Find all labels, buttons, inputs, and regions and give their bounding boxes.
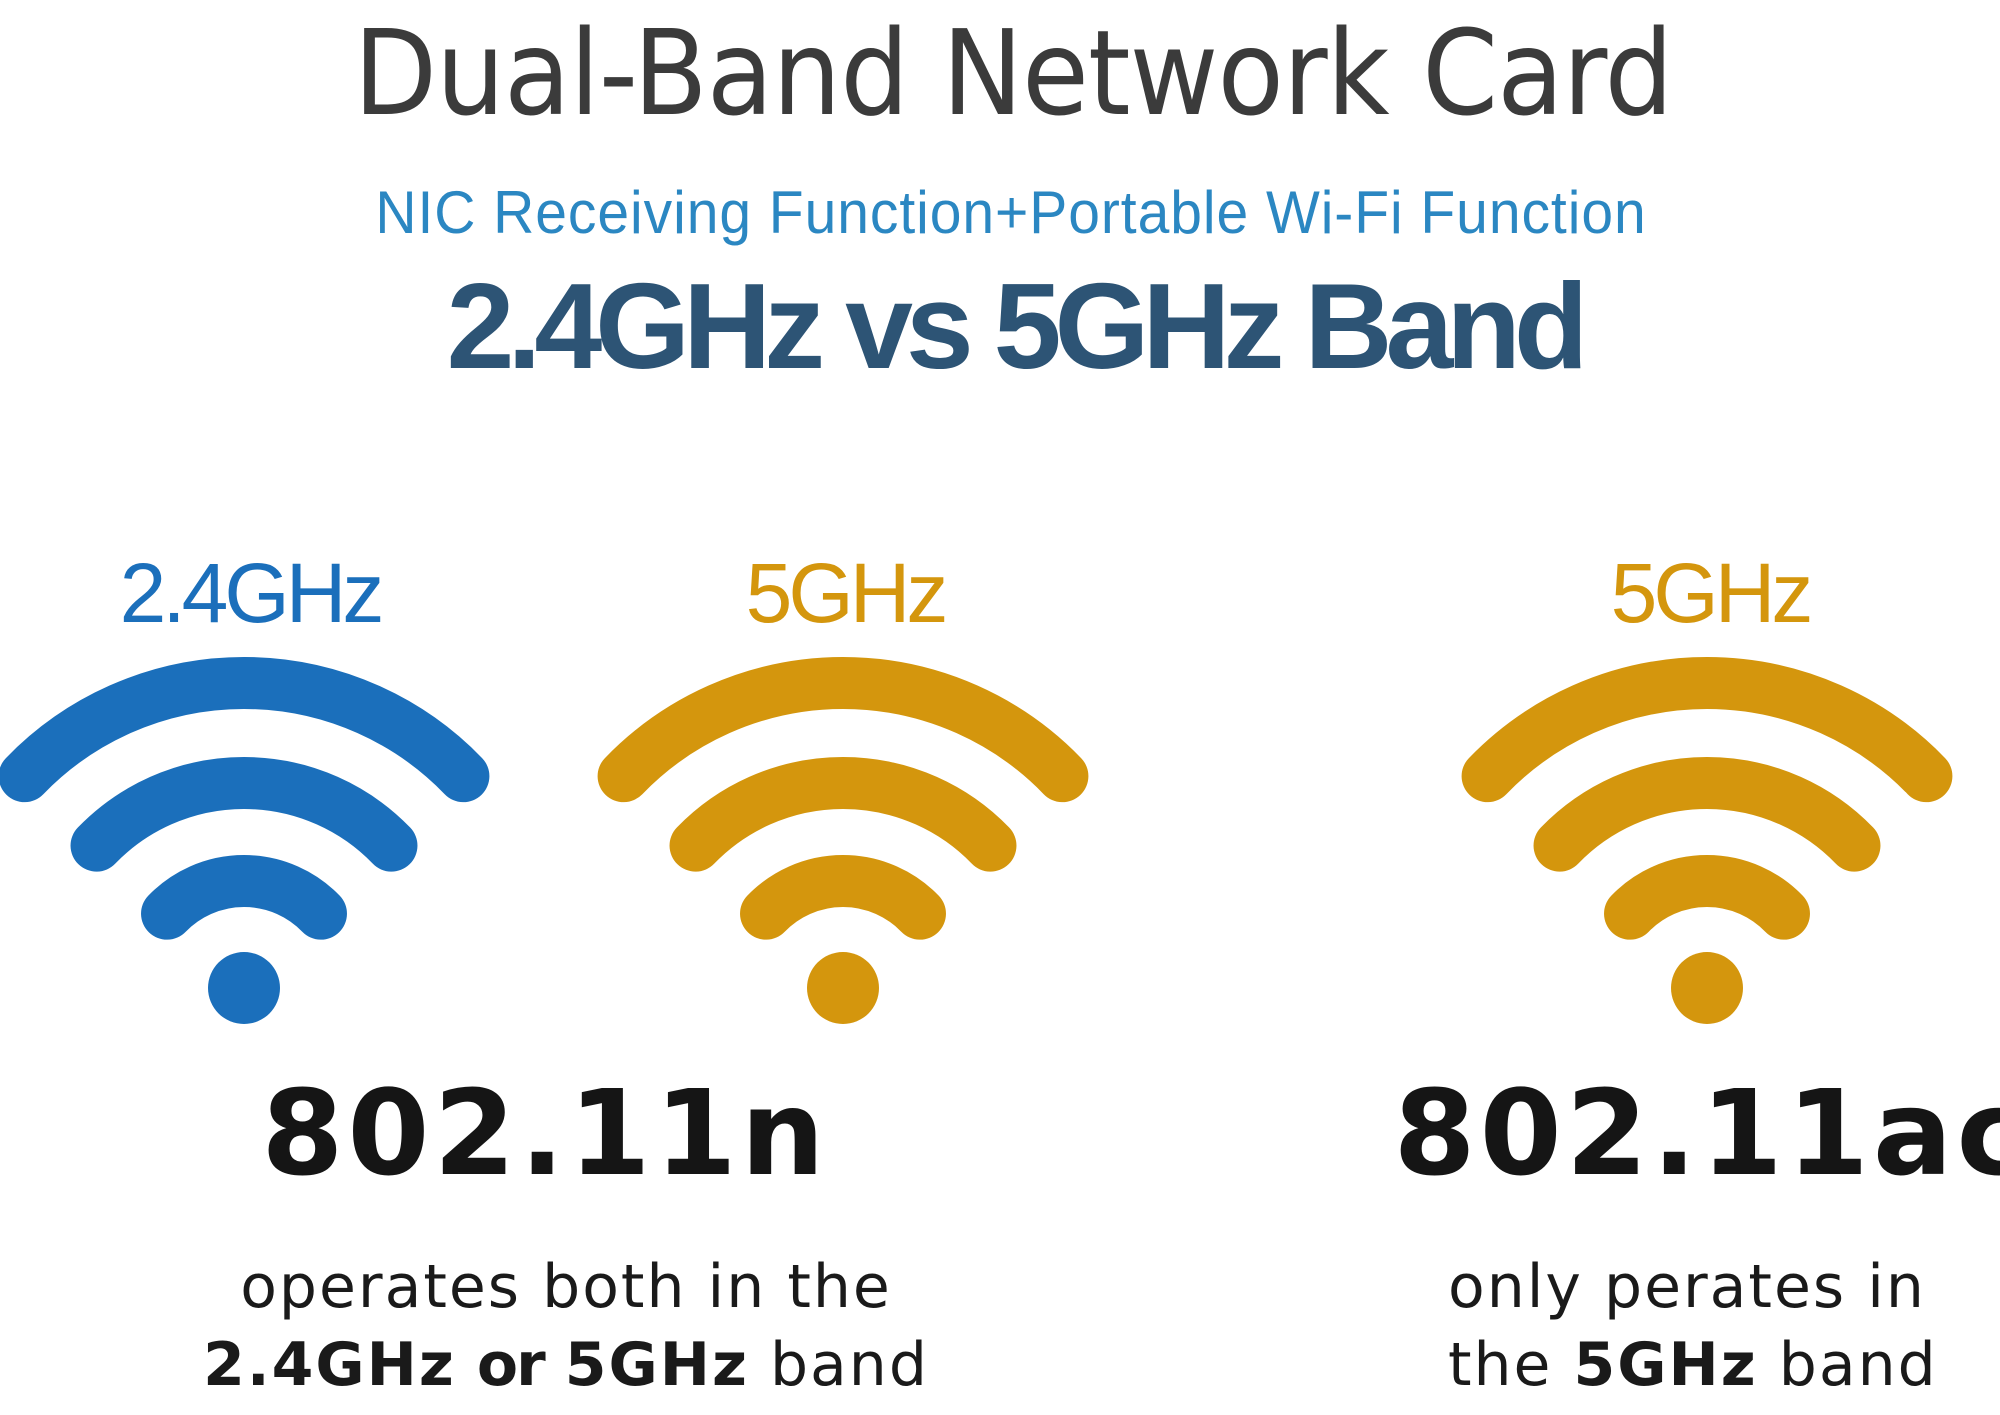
wifi-arc-3	[141, 855, 347, 940]
desc-bold: 5GHz	[1573, 1330, 1758, 1400]
wifi-arc-1	[0, 657, 490, 803]
band-label-5ghz-ac: 5GHz	[1610, 546, 1814, 640]
wifi-arc-3	[1604, 855, 1810, 940]
desc-80211ac-line2: the 5GHz band	[1448, 1330, 1938, 1400]
standard-80211n: 802.11n	[261, 1064, 829, 1202]
wifi-arc-2	[1533, 757, 1881, 872]
wifi-arc-3	[740, 855, 946, 940]
band-comparison-heading: 2.4GHz vs 5GHz Band	[446, 258, 1589, 394]
wifi-dot	[1671, 952, 1743, 1024]
subtitle: NIC Receiving Function+Portable Wi-Fi Fu…	[375, 179, 1647, 246]
wifi-arc-2	[70, 757, 418, 872]
wifi-arc-1	[597, 657, 1089, 803]
desc-text: band	[769, 1330, 929, 1400]
page-title: Dual-Band Network Card	[353, 4, 1673, 142]
desc-bold: 2.4GHz	[203, 1330, 456, 1400]
standard-80211ac: 802.11ac	[1393, 1064, 2000, 1202]
desc-text: band	[1778, 1330, 1938, 1400]
desc-text: the	[1448, 1330, 1553, 1400]
wifi-icon	[597, 657, 1089, 1024]
desc-80211ac-line1: only perates in	[1448, 1252, 1926, 1322]
band-label-24ghz: 2.4GHz	[119, 546, 385, 640]
desc-80211n-line2: 2.4GHz or 5GHz band	[203, 1330, 929, 1400]
wifi-dot	[208, 952, 280, 1024]
desc-bold: or	[476, 1330, 546, 1400]
band-label-5ghz: 5GHz	[745, 546, 949, 640]
desc-bold: 5GHz	[564, 1330, 749, 1400]
wifi-icon	[1461, 657, 1953, 1024]
wifi-arc-1	[1461, 657, 1953, 803]
wifi-dot	[807, 952, 879, 1024]
desc-80211n-line1: operates both in the	[240, 1252, 892, 1322]
wifi-icon	[0, 657, 490, 1024]
wifi-arc-2	[669, 757, 1017, 872]
